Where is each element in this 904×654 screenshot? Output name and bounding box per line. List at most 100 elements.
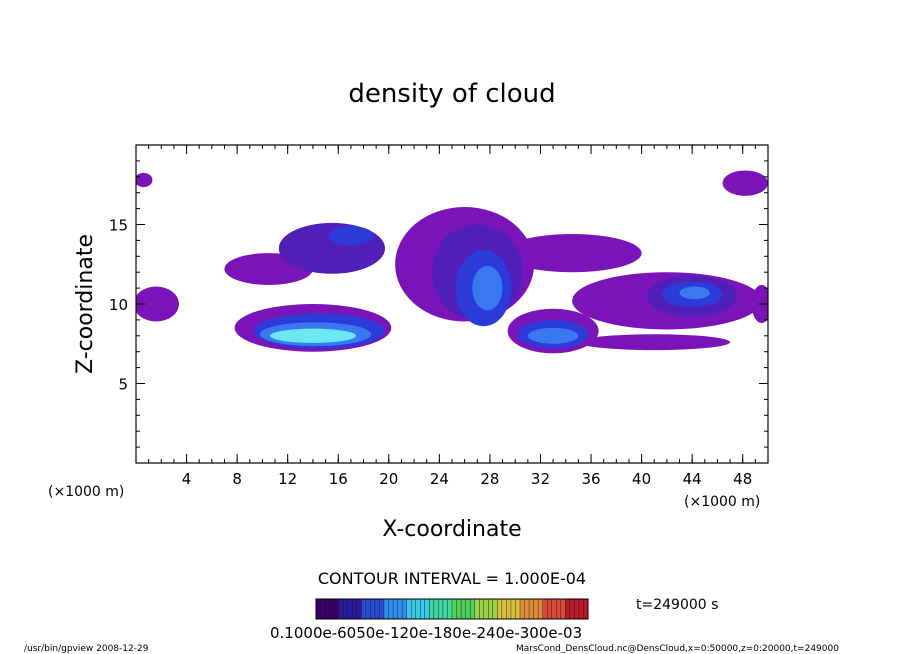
colorbar-segment: [578, 598, 584, 620]
colorbar-segment: [456, 598, 462, 620]
colorbar-segment: [479, 598, 485, 620]
colorbar-segment: [411, 598, 417, 620]
density-region: [502, 234, 642, 273]
colorbar-segment: [324, 598, 331, 620]
y-tick-label: 10: [109, 296, 128, 314]
density-region: [679, 286, 710, 300]
colorbar-segment: [565, 598, 571, 620]
colorbar-segment: [533, 598, 539, 620]
colorbar-segment: [392, 598, 399, 620]
colorbar-segment: [569, 598, 575, 620]
density-region: [136, 286, 179, 322]
colorbar-segment: [370, 598, 376, 620]
colorbar-segment: [542, 598, 548, 620]
colorbar-segment: [556, 598, 562, 620]
colorbar-segment: [374, 598, 380, 620]
colorbar-segment: [524, 598, 530, 620]
colorbar-segment: [583, 598, 589, 620]
time-label: t=249000 s: [636, 597, 718, 613]
density-region: [578, 334, 731, 351]
x-unit-right: (×1000 m): [684, 494, 760, 510]
colorbar-segment: [329, 598, 335, 620]
y-tick-label: 15: [109, 217, 128, 235]
colorbar-segment: [429, 598, 435, 620]
x-tick-label: 24: [430, 470, 449, 488]
colorbar-segment: [465, 598, 471, 620]
colorbar-segment: [388, 598, 394, 620]
x-tick-label: 16: [329, 470, 348, 488]
colorbar-segment: [547, 598, 553, 620]
colorbar-segment: [438, 598, 444, 620]
colorbar-segment: [560, 598, 566, 620]
colorbar-segment: [474, 598, 480, 620]
x-tick-label: 28: [480, 470, 499, 488]
colorbar-labels: 0.1000e-6050e-120e-180e-240e-300e-03: [270, 624, 582, 642]
colorbar-segment: [424, 598, 430, 620]
colorbar-segment: [537, 598, 544, 620]
contour-interval: CONTOUR INTERVAL = 1.000E-04: [318, 569, 586, 588]
colorbar: [315, 598, 589, 620]
colorbar-segment: [320, 598, 326, 620]
colorbar-segment: [501, 598, 507, 620]
x-axis-label: X-coordinate: [382, 517, 521, 542]
density-region: [527, 327, 579, 344]
x-tick-label: 4: [182, 470, 192, 488]
colorbar-segment: [383, 598, 389, 620]
colorbar-segment: [451, 598, 457, 620]
colorbar-segment: [361, 598, 367, 620]
colorbar-segment: [347, 598, 353, 620]
colorbar-segment: [338, 598, 344, 620]
colorbar-segment: [528, 598, 534, 620]
colorbar-segment: [551, 598, 557, 620]
colorbar-segment: [343, 598, 349, 620]
footer-right: MarsCond_DensCloud.nc@DensCloud,x=0:5000…: [516, 644, 839, 654]
colorbar-frame: [315, 598, 589, 620]
cloud-density-field: [136, 170, 768, 354]
y-axis-label: Z-coordinate: [73, 234, 98, 374]
colorbar-segment: [406, 598, 412, 620]
density-region: [722, 170, 768, 196]
colorbar-segment: [379, 598, 385, 620]
colorbar-segment: [356, 598, 362, 620]
x-unit-left: (×1000 m): [48, 484, 124, 500]
colorbar-segment: [352, 598, 358, 620]
colorbar-segment: [483, 598, 489, 620]
colorbar-segment: [519, 598, 525, 620]
colorbar-segment: [397, 598, 403, 620]
x-tick-label: 12: [278, 470, 297, 488]
colorbar-segment: [515, 598, 521, 620]
colorbar-segment: [497, 598, 503, 620]
x-tick-label: 40: [632, 470, 651, 488]
colorbar-segment: [510, 598, 516, 620]
colorbar-segment: [442, 598, 448, 620]
x-tick-label: 20: [379, 470, 398, 488]
colorbar-segment: [415, 598, 421, 620]
colorbar-segment: [574, 598, 580, 620]
x-tick-label: 32: [531, 470, 550, 488]
density-region: [136, 172, 153, 188]
colorbar-segment: [315, 598, 321, 620]
x-tick-label: 36: [581, 470, 600, 488]
density-region: [269, 328, 356, 343]
colorbar-segment: [506, 598, 512, 620]
colorbar-segment: [492, 598, 498, 620]
colorbar-segment: [460, 598, 467, 620]
density-region: [472, 265, 503, 311]
colorbar-segment: [433, 598, 439, 620]
footer-left: /usr/bin/gpview 2008-12-29: [24, 644, 149, 654]
x-tick-label: 8: [232, 470, 242, 488]
colorbar-segment: [401, 598, 408, 620]
colorbar-segment: [365, 598, 371, 620]
chart-title: density of cloud: [348, 79, 555, 109]
colorbar-segment: [447, 598, 453, 620]
density-region: [328, 226, 374, 246]
colorbar-segment: [420, 598, 426, 620]
colorbar-segment: [469, 598, 476, 620]
x-tick-label: 48: [733, 470, 752, 488]
x-tick-label: 44: [683, 470, 702, 488]
colorbar-segment: [488, 598, 494, 620]
colorbar-segment: [333, 598, 340, 620]
y-tick-label: 5: [118, 376, 128, 394]
